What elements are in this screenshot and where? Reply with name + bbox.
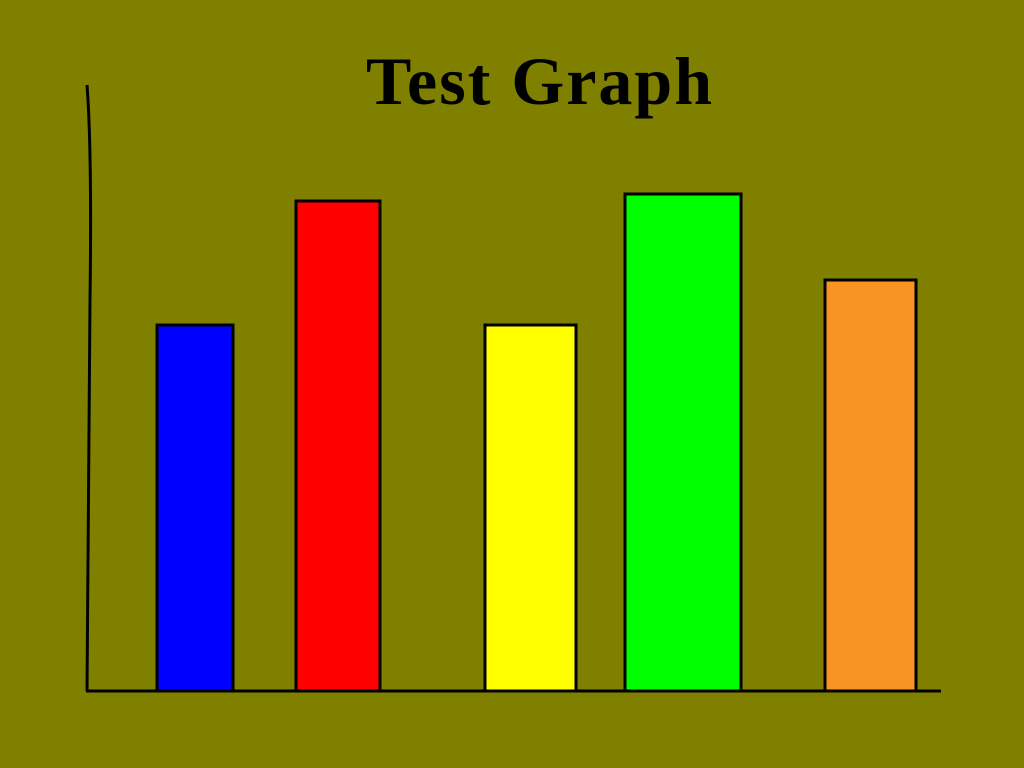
- chart-title: Test Graph: [366, 43, 714, 119]
- bar: [155, 323, 235, 693]
- y-axis: [85, 84, 93, 692]
- bar: [823, 278, 918, 693]
- bar: [294, 199, 382, 693]
- bar: [483, 323, 578, 693]
- bar: [623, 192, 743, 693]
